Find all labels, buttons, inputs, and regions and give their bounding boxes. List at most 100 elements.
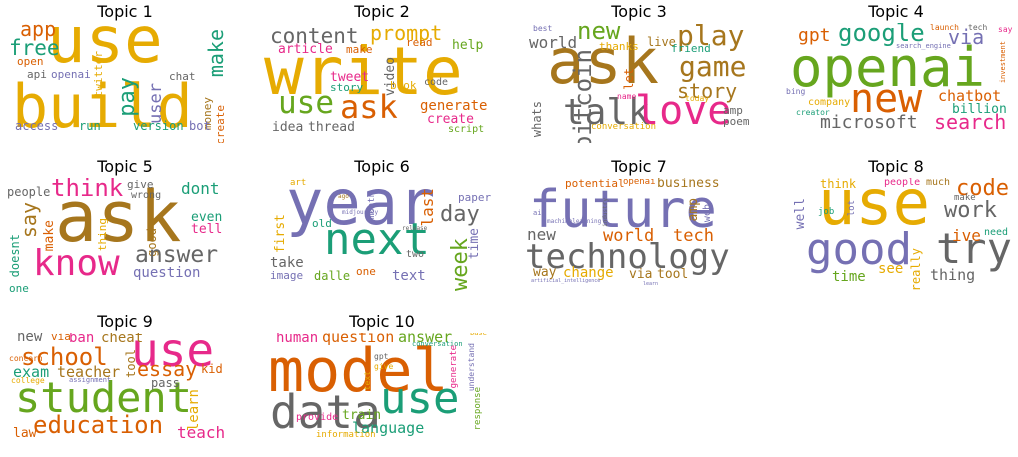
- word: concern: [9, 354, 43, 363]
- word: give: [127, 178, 154, 191]
- topic-10-panel: Topic 10 model data use human question a…: [262, 313, 502, 455]
- word: pass: [151, 376, 180, 390]
- word: teacher: [57, 363, 121, 381]
- word: user: [146, 83, 166, 124]
- word: ask: [547, 25, 659, 98]
- word: understand: [467, 343, 476, 392]
- word: talk: [563, 92, 650, 133]
- word: content: [270, 24, 359, 48]
- panel-title: Topic 5: [97, 157, 153, 176]
- word: answer: [398, 333, 453, 346]
- word: data: [270, 385, 381, 439]
- word: art: [290, 178, 307, 188]
- word: wrong: [131, 190, 162, 201]
- word-cloud: use good try think people much code work…: [776, 178, 1016, 298]
- word: ive: [952, 226, 981, 245]
- word: name: [617, 92, 637, 101]
- word: text: [392, 268, 426, 284]
- topic-3-panel: Topic 3 ask new play game bitcoin world …: [519, 3, 759, 145]
- word: answer: [135, 242, 219, 268]
- word: conversation: [591, 122, 657, 132]
- word: poem: [723, 115, 750, 128]
- topic-7-panel: Topic 7 future technology potential open…: [519, 158, 759, 300]
- word: tweet: [330, 70, 370, 85]
- word: write: [264, 33, 463, 110]
- word-cloud: ask know think people give dont wrong sa…: [5, 178, 245, 298]
- word: kid: [201, 362, 223, 376]
- word: time: [467, 228, 482, 260]
- word: job: [818, 207, 835, 217]
- word: way: [533, 265, 557, 280]
- word: industry: [602, 198, 609, 227]
- word: thanks: [599, 40, 639, 53]
- word: people: [7, 185, 51, 199]
- word: story: [330, 81, 364, 94]
- word: college: [11, 376, 45, 385]
- word: openai: [790, 36, 986, 99]
- word: try: [936, 224, 1012, 273]
- word: today: [685, 94, 710, 103]
- word: code: [424, 77, 449, 88]
- word: story: [677, 79, 738, 103]
- word: gpt: [374, 352, 389, 361]
- word: thing: [930, 266, 976, 284]
- word: twitter: [92, 51, 105, 98]
- word: thing: [96, 218, 109, 252]
- word: tool: [657, 267, 689, 282]
- panel-title: Topic 1: [97, 2, 153, 21]
- word: student: [15, 373, 193, 422]
- word: code: [956, 178, 1009, 201]
- word: game: [679, 50, 747, 83]
- word: text: [363, 371, 372, 391]
- word: help: [452, 38, 484, 53]
- word: microsoft: [820, 112, 918, 133]
- word: take: [270, 255, 304, 271]
- word: billion: [952, 102, 1007, 117]
- word: api: [27, 68, 47, 81]
- word-cloud: year next art ago month midjourney first…: [262, 178, 502, 298]
- word: much: [926, 178, 951, 188]
- word: information: [316, 430, 376, 440]
- word: creator: [796, 108, 830, 117]
- word: access: [15, 119, 59, 133]
- word: via: [629, 267, 653, 282]
- word: good: [806, 224, 912, 275]
- word: train: [342, 408, 382, 423]
- word: ask: [340, 88, 398, 126]
- word: know: [33, 243, 120, 284]
- word: image: [270, 269, 304, 282]
- word: open: [17, 55, 44, 68]
- panel-title: Topic 9: [97, 312, 153, 331]
- word: via: [948, 25, 985, 49]
- word: investment: [999, 41, 1007, 84]
- word: use: [818, 178, 930, 239]
- word: best: [533, 24, 553, 33]
- word: work: [944, 198, 997, 223]
- word: create: [427, 112, 474, 127]
- word: tech: [968, 23, 988, 32]
- word: new: [17, 333, 43, 345]
- word: need: [984, 227, 1009, 238]
- word: create: [214, 105, 227, 143]
- word: new: [850, 76, 923, 122]
- word: time: [832, 269, 866, 285]
- word: essay: [137, 357, 198, 381]
- topic-4-panel: Topic 4 openai new google gpt via launch…: [776, 3, 1016, 145]
- panel-title: Topic 2: [354, 2, 410, 21]
- word: two: [406, 249, 425, 260]
- word: google: [838, 23, 925, 47]
- word: script: [448, 124, 485, 135]
- word-cloud: openai new google gpt via launch tech sa…: [776, 23, 1016, 143]
- word: well: [793, 198, 808, 230]
- word: exam: [13, 363, 50, 381]
- word: love: [635, 88, 732, 134]
- topic-8-panel: Topic 8 use good try think people much c…: [776, 158, 1016, 300]
- word: pay: [115, 77, 140, 117]
- word: use: [380, 373, 460, 424]
- word: free: [9, 36, 60, 60]
- word: bing: [786, 87, 806, 96]
- word: run: [79, 119, 101, 133]
- word: generate: [449, 345, 459, 389]
- panel-title: Topic 6: [354, 157, 410, 176]
- word: conversation: [412, 340, 463, 348]
